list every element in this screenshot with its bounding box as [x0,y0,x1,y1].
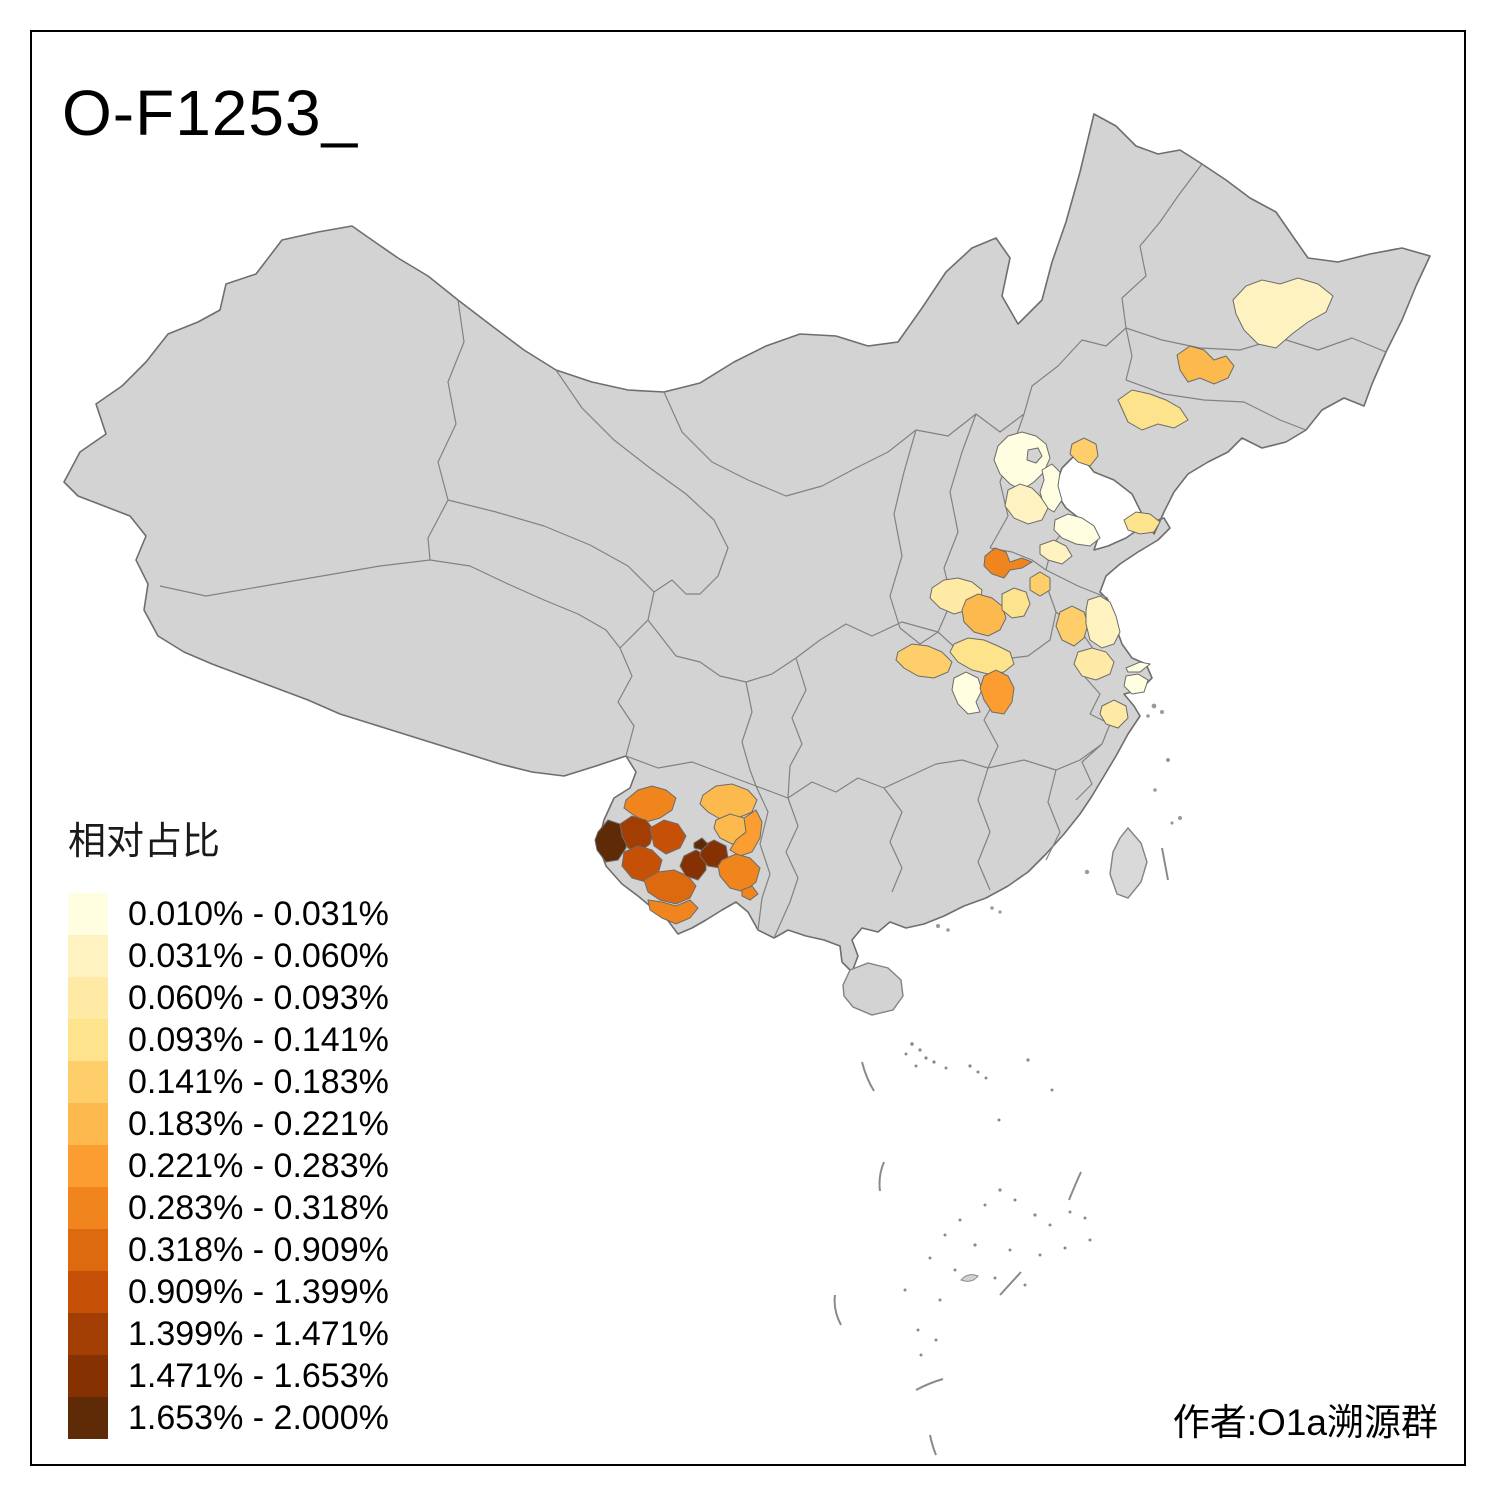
sea-island-patch [960,1274,979,1282]
map-region-wenshan-spur [741,885,759,901]
legend-swatch [68,935,108,977]
map-region-dehong [594,819,629,863]
map-region-ankang [895,643,953,679]
legend-item: 1.399% - 1.471% [68,1313,389,1355]
legend-item: 0.031% - 0.060% [68,935,389,977]
legend-label: 0.031% - 0.060% [128,936,389,975]
legend-label: 0.183% - 0.221% [128,1104,389,1143]
taiwan-island [1109,826,1148,899]
map-region-shandong-northwest [1053,513,1101,547]
map-region-langfang-cangzhou [1004,483,1049,525]
map-region-shenyang-band [1117,389,1189,431]
coastal-islets [936,703,1182,932]
legend-item: 1.653% - 2.000% [68,1397,389,1439]
map-region-qinhuangdao [1069,437,1099,467]
legend-item: 1.471% - 1.653% [68,1355,389,1397]
legend-label: 1.471% - 1.653% [128,1356,389,1395]
legend-swatch [68,1229,108,1271]
choropleth-regions-layer [594,277,1334,925]
map-region-kunming-dark-sliver [693,837,709,851]
legend-label: 0.141% - 0.183% [128,1062,389,1101]
map-region-jiaozuo [983,547,1034,579]
legend-swatch [68,1019,108,1061]
map-region-zhengzhou [961,593,1007,637]
map-region-dali [649,819,687,855]
legend-item: 0.060% - 0.093% [68,977,389,1019]
legend-item: 0.221% - 0.283% [68,1145,389,1187]
legend-item: 0.318% - 0.909% [68,1229,389,1271]
sea-boundary-dashes [833,847,1169,1456]
legend-swatch [68,1271,108,1313]
map-region-puer [643,869,697,905]
legend-swatch [68,893,108,935]
legend-item: 0.283% - 0.318% [68,1187,389,1229]
legend-label: 1.653% - 2.000% [128,1398,389,1437]
legend-label: 0.283% - 0.318% [128,1188,389,1227]
legend-items: 0.010% - 0.031% 0.031% - 0.060% 0.060% - 0… [68,893,389,1439]
map-region-huaian [1055,605,1089,647]
legend-label: 0.909% - 1.399% [128,1272,389,1311]
map-region-baoshan [619,815,655,853]
legend-swatch [68,1313,108,1355]
legend-swatch [68,1355,108,1397]
legend-label: 0.060% - 0.093% [128,978,389,1017]
legend-label: 1.399% - 1.471% [128,1314,389,1353]
map-region-shandong-central [1039,539,1073,565]
legend-swatch [68,1061,108,1103]
legend-label: 0.221% - 0.283% [128,1146,389,1185]
map-region-yantai-tip [1123,511,1161,535]
legend-swatch [68,1103,108,1145]
attribution-text: 作者:O1a溯源群 [1172,1402,1438,1443]
south-china-sea-islands [903,1042,1092,1357]
legend-item: 0.093% - 0.141% [68,1019,389,1061]
map-region-anhui-southeast [1099,699,1129,729]
map-region-yuxi [679,849,707,881]
map-region-nanyang [949,637,1015,675]
map-region-shanghai [1123,673,1149,695]
legend-swatch [68,1397,108,1439]
map-region-chongming-sliver [1125,661,1152,673]
legend-label: 0.318% - 0.909% [128,1230,389,1269]
map-region-tianjin [1039,463,1063,513]
map-region-kaifeng [1001,587,1031,619]
map-region-puyang [1029,571,1051,597]
legend-swatch [68,977,108,1019]
map-region-xiangyang [979,669,1015,715]
map-region-yangzhou [1073,647,1115,681]
legend-swatch [68,1145,108,1187]
legend-item: 0.183% - 0.221% [68,1103,389,1145]
map-region-jiangsu-coast [1085,595,1121,649]
plot-frame [30,30,1466,1466]
map-region-harbin [1232,277,1334,349]
map-region-nujiang-lijiang [623,785,677,823]
legend-item: 0.909% - 1.399% [68,1271,389,1313]
map-region-suizhou-pale [951,671,983,715]
legend-label: 0.093% - 0.141% [128,1020,389,1059]
legend-label: 0.010% - 0.031% [128,894,389,933]
legend: 相对占比 0.010% - 0.031% 0.031% - 0.060% 0.060… [68,810,389,1439]
legend-item: 0.010% - 0.031% [68,893,389,935]
map-region-liangshan [699,783,758,821]
legend-title: 相对占比 [68,821,221,863]
legend-swatch [68,1187,108,1229]
map-region-xishuangbanna [647,899,699,925]
map-region-beijing-urban-gray [1026,447,1043,464]
page-title: O-F1253_ [62,77,359,149]
legend-item: 0.141% - 0.183% [68,1061,389,1103]
hainan-island [842,962,904,1016]
map-region-changchun [1176,345,1235,385]
map-region-qujing [729,809,763,857]
